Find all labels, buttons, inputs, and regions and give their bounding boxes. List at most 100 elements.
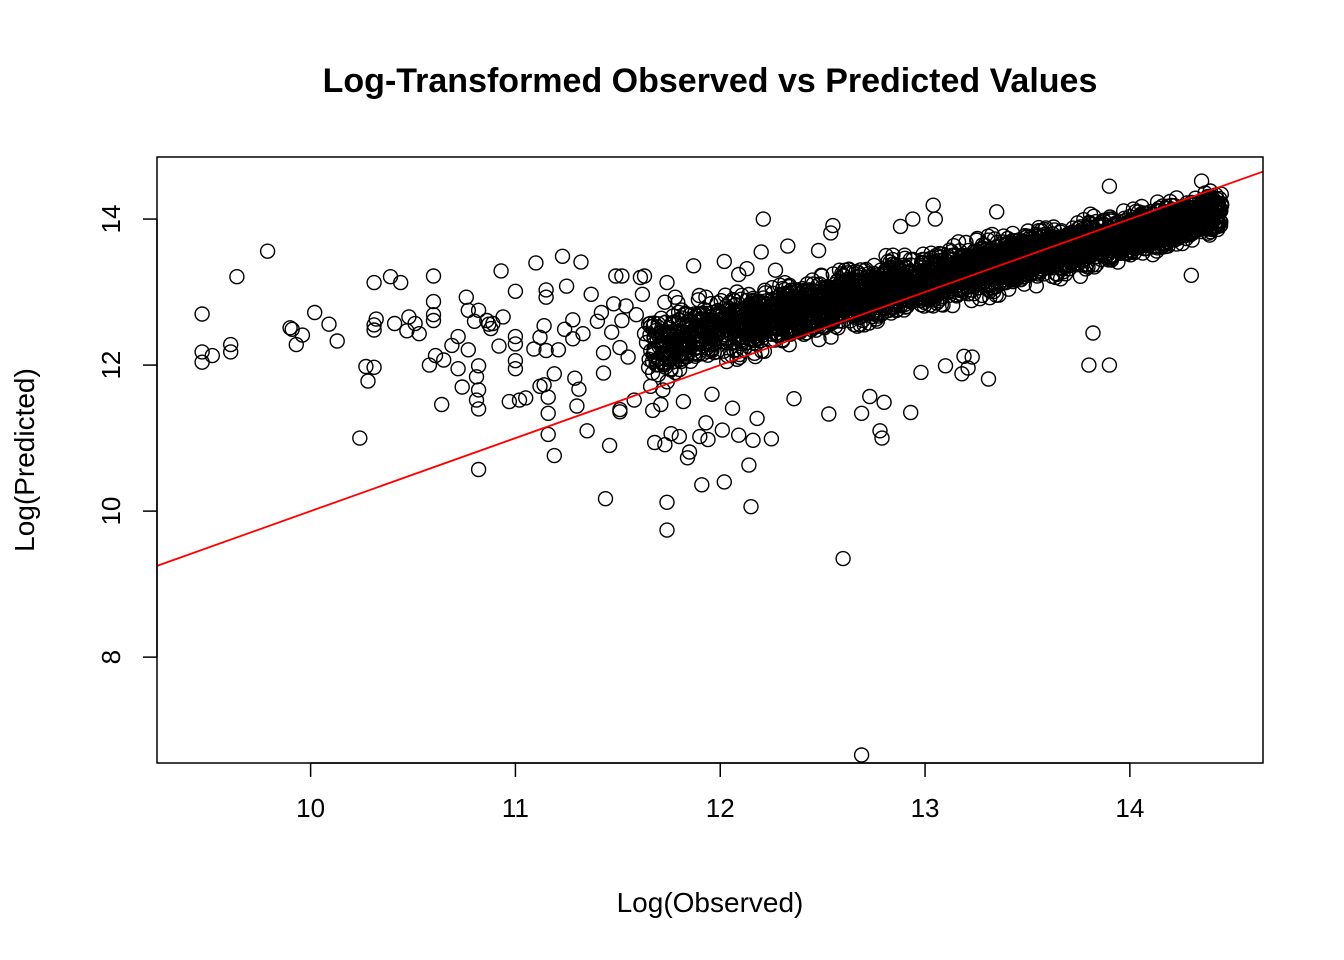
data-point: [673, 353, 689, 370]
data-point: [823, 225, 839, 241]
data-point: [1072, 268, 1089, 284]
data-point: [1015, 263, 1032, 279]
data-point: [776, 282, 793, 298]
data-point: [810, 242, 827, 259]
data-point: [470, 302, 487, 318]
data-point: [1031, 234, 1048, 250]
data-point: [717, 287, 733, 303]
data-point: [645, 402, 661, 419]
data-point: [913, 364, 929, 381]
data-point: [612, 339, 628, 356]
data-point: [434, 396, 450, 413]
data-point: [593, 304, 610, 321]
data-point: [905, 211, 921, 227]
data-point: [739, 261, 755, 277]
data-point: [532, 329, 548, 345]
data-point: [1000, 234, 1016, 251]
data-point: [1208, 198, 1224, 214]
data-point: [952, 261, 968, 278]
y-tick-label: 14: [96, 205, 126, 234]
data-point: [657, 437, 673, 453]
data-point: [307, 304, 323, 321]
data-point: [805, 276, 822, 292]
data-point: [739, 326, 755, 342]
data-point: [571, 381, 587, 397]
data-point: [876, 265, 893, 281]
data-point: [914, 273, 930, 289]
data-point: [436, 352, 452, 368]
data-point: [575, 326, 591, 342]
data-point: [1125, 201, 1142, 217]
data-point: [1057, 266, 1074, 282]
data-point: [282, 320, 298, 336]
data-point: [1101, 178, 1118, 194]
data-point: [222, 336, 239, 353]
data-point: [675, 393, 692, 410]
data-point: [826, 286, 842, 302]
data-point: [990, 239, 1006, 255]
data-point: [777, 286, 793, 302]
data-point: [647, 434, 663, 451]
data-point: [989, 204, 1005, 220]
data-point: [614, 268, 630, 284]
data-point: [1009, 247, 1025, 263]
data-point: [681, 444, 698, 460]
data-point: [554, 248, 571, 264]
data-point: [1078, 256, 1095, 272]
data-point: [671, 346, 688, 362]
data-point: [733, 302, 750, 319]
data-point: [366, 322, 382, 338]
data-point: [956, 348, 972, 364]
data-point: [511, 392, 528, 408]
data-point: [1206, 192, 1222, 208]
data-point: [799, 310, 815, 327]
data-point: [1163, 197, 1179, 214]
data-point: [645, 318, 661, 334]
data-point: [565, 331, 581, 347]
data-point: [695, 323, 711, 339]
data-point: [875, 280, 892, 296]
data-point: [960, 360, 976, 376]
data-point: [589, 313, 606, 329]
data-point: [368, 311, 384, 327]
data-point: [944, 259, 960, 275]
data-point: [755, 211, 771, 227]
data-point: [659, 494, 675, 510]
data-point: [606, 296, 622, 312]
data-point: [507, 283, 524, 299]
data-point: [495, 309, 511, 325]
data-point: [727, 302, 743, 318]
data-point: [808, 292, 824, 308]
data-point: [366, 274, 382, 291]
data-point: [951, 243, 968, 259]
data-point: [755, 324, 771, 341]
data-point: [714, 324, 730, 340]
data-point: [655, 382, 671, 398]
data-point: [1081, 357, 1097, 373]
data-point: [558, 278, 575, 294]
chart-title: Log-Transformed Observed vs Predicted Va…: [323, 62, 1098, 100]
data-point: [872, 423, 888, 439]
data-point: [945, 297, 961, 314]
data-point: [876, 394, 892, 410]
data-point: [887, 257, 904, 273]
data-point: [671, 352, 687, 368]
data-point: [947, 261, 963, 277]
data-point: [906, 278, 922, 294]
data-point: [612, 404, 628, 420]
x-axis: 10 11 12 13 14: [296, 762, 1144, 823]
data-point: [685, 258, 702, 274]
data-point: [741, 457, 757, 473]
data-point: [741, 300, 758, 316]
identity-line: [157, 170, 1263, 567]
data-point: [848, 263, 864, 280]
data-point: [425, 268, 442, 284]
data-point: [825, 291, 841, 307]
data-point: [470, 358, 487, 374]
data-point: [767, 262, 784, 278]
data-point: [692, 428, 708, 445]
data-point: [663, 361, 679, 377]
data-point: [321, 316, 337, 332]
data-point: [382, 269, 399, 285]
